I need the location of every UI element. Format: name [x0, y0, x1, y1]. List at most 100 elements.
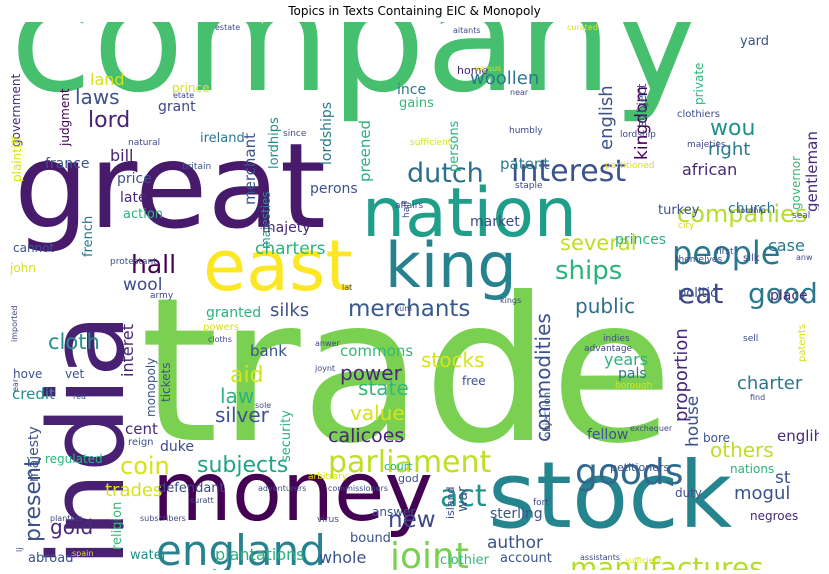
- word: sterling: [490, 506, 543, 522]
- word: majesty: [26, 426, 42, 482]
- word: great: [14, 117, 326, 255]
- word: anwer: [315, 339, 340, 348]
- word: exchequer: [630, 424, 673, 433]
- word: governor: [789, 155, 803, 210]
- word: lordhips: [267, 117, 282, 169]
- word: advantage: [584, 344, 633, 354]
- word: people: [672, 234, 781, 272]
- word: patents: [797, 323, 808, 362]
- word: home: [457, 64, 489, 77]
- word: case: [768, 236, 805, 255]
- word: merchant: [241, 132, 259, 205]
- word: king: [385, 229, 517, 302]
- word: church: [728, 201, 776, 217]
- word: joynt: [315, 364, 336, 373]
- word: army: [150, 291, 174, 301]
- word: monopoly: [144, 357, 158, 417]
- word: majeties: [687, 140, 726, 150]
- word: cloth: [48, 330, 100, 354]
- word: seal: [792, 211, 811, 221]
- word: planters: [50, 514, 83, 523]
- word: cent: [125, 420, 158, 438]
- word: commons: [340, 342, 414, 360]
- word: bound: [350, 531, 391, 546]
- word: religion: [110, 501, 125, 550]
- word: bore: [703, 431, 731, 445]
- word: yard: [740, 34, 770, 49]
- word: market: [470, 214, 520, 230]
- word: years: [604, 350, 649, 369]
- word: spain: [72, 549, 94, 558]
- word: ships: [555, 256, 623, 286]
- word: wool: [123, 275, 163, 295]
- word: themelves: [675, 255, 723, 265]
- word: arbitrary: [308, 472, 348, 482]
- word: island: [444, 486, 457, 519]
- word: interet: [118, 323, 137, 377]
- word: sufficient: [625, 556, 662, 565]
- word: silk: [743, 253, 760, 264]
- word: ince: [397, 82, 427, 98]
- word: lordhip: [738, 206, 766, 215]
- word: law: [220, 384, 255, 408]
- word: dutch: [407, 158, 484, 189]
- word: parliament: [328, 445, 492, 480]
- word: credit: [12, 385, 55, 403]
- word: gold: [50, 515, 94, 539]
- word: ireland: [200, 131, 245, 146]
- word: patent: [500, 155, 550, 173]
- word: duty: [675, 486, 703, 500]
- word: hall: [131, 250, 177, 279]
- word: affairs: [395, 201, 424, 211]
- word: abroad: [28, 551, 74, 566]
- word: sell: [743, 334, 759, 344]
- word: god: [398, 472, 419, 485]
- word: britain: [182, 162, 212, 172]
- word: late: [120, 190, 147, 206]
- word: place: [770, 288, 808, 304]
- word: woollen: [470, 68, 540, 89]
- word: price: [117, 171, 152, 187]
- word: etate: [173, 91, 195, 100]
- word: trade: [140, 255, 674, 488]
- word: author: [487, 533, 544, 553]
- word: versus: [475, 64, 502, 73]
- word: half: [402, 201, 412, 218]
- word: negroes: [750, 509, 799, 523]
- word: security: [279, 410, 294, 462]
- word: fellow: [587, 427, 629, 443]
- word: suratt: [190, 496, 214, 505]
- word: england: [156, 526, 326, 571]
- word: englih: [777, 427, 819, 445]
- word: several: [560, 231, 637, 255]
- word: curated: [567, 23, 598, 32]
- word: ear: [11, 378, 20, 392]
- word: bill: [110, 146, 134, 165]
- word: john: [10, 261, 36, 275]
- word: war: [455, 486, 471, 512]
- word: land: [90, 70, 125, 89]
- word: good: [748, 277, 818, 310]
- word: aitants: [453, 26, 481, 35]
- word: goods: [575, 452, 684, 493]
- word: natural: [128, 138, 161, 148]
- word: indies: [603, 334, 630, 344]
- word: free: [462, 374, 486, 388]
- word: hove: [13, 367, 43, 381]
- word: borough: [615, 381, 653, 391]
- word: partitioned: [605, 161, 655, 171]
- word: value: [350, 401, 405, 425]
- word: lordship: [620, 130, 656, 140]
- word: money: [152, 445, 433, 540]
- word: perons: [310, 181, 358, 197]
- word: politic: [678, 286, 718, 301]
- word: lj: [15, 547, 24, 552]
- word: adventurers: [258, 484, 307, 493]
- word: east: [203, 225, 353, 307]
- word: granted: [206, 305, 262, 321]
- word: turkey: [658, 203, 700, 218]
- word: stock: [488, 442, 733, 549]
- word: public: [575, 294, 636, 318]
- word: petitioners: [610, 461, 670, 474]
- word: near: [510, 88, 529, 97]
